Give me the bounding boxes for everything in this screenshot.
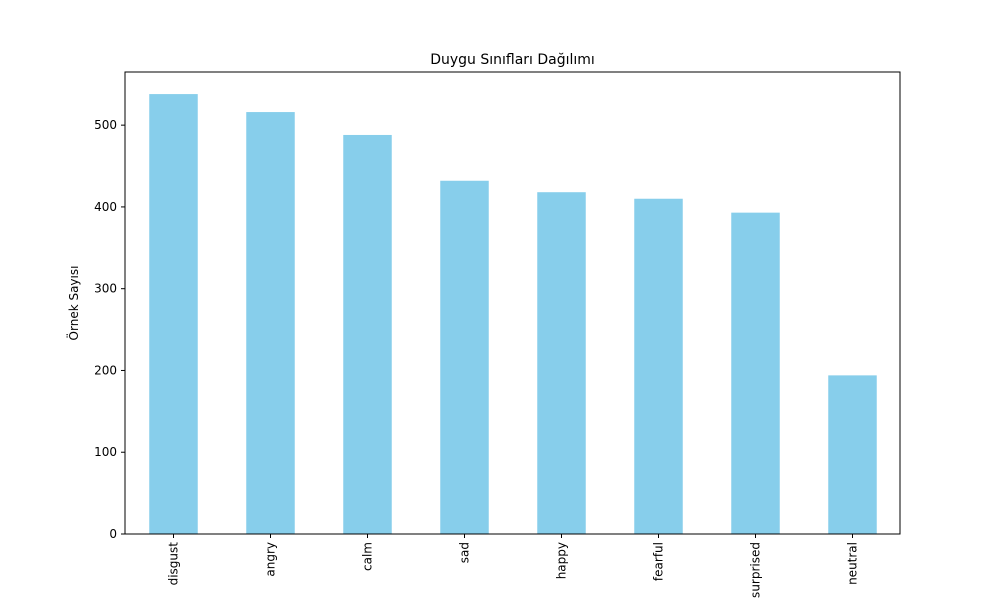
bar-disgust	[149, 94, 198, 534]
x-tick-label-surprised: surprised	[749, 542, 763, 598]
y-tick-label: 100	[94, 445, 117, 459]
bar-angry	[246, 112, 295, 534]
y-tick-label: 400	[94, 200, 117, 214]
x-tick-label-angry: angry	[264, 542, 278, 577]
x-tick-label-calm: calm	[361, 542, 375, 571]
bar-surprised	[731, 212, 780, 535]
x-tick-label-neutral: neutral	[846, 542, 860, 585]
x-tick-label-sad: sad	[458, 542, 472, 563]
plot-frame	[124, 71, 901, 535]
x-tick-label-fearful: fearful	[652, 542, 666, 581]
x-tick-label-happy: happy	[555, 542, 569, 579]
bar-sad	[440, 180, 489, 535]
y-tick-label: 0	[109, 527, 117, 541]
y-axis-label: Örnek Sayısı	[65, 266, 81, 341]
chart-title: Duygu Sınıfları Dağılımı	[430, 52, 595, 68]
bar-calm	[343, 134, 392, 534]
bar-fearful	[634, 198, 683, 535]
y-tick-label: 200	[94, 363, 117, 377]
y-tick-label: 500	[94, 118, 117, 132]
x-tick-label-disgust: disgust	[167, 542, 181, 586]
bar-neutral	[828, 375, 877, 534]
y-tick-label: 300	[94, 282, 117, 296]
bar-happy	[537, 192, 586, 534]
